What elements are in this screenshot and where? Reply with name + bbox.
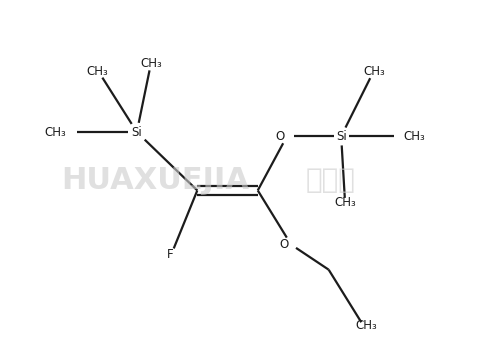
Text: Si: Si — [336, 130, 347, 143]
Text: HUAXUEJIA: HUAXUEJIA — [62, 166, 250, 194]
Text: CH₃: CH₃ — [141, 57, 163, 70]
Text: 化学加: 化学加 — [305, 166, 355, 194]
Text: CH₃: CH₃ — [87, 65, 108, 78]
Text: CH₃: CH₃ — [335, 196, 356, 209]
Text: CH₃: CH₃ — [404, 130, 425, 143]
Text: CH₃: CH₃ — [364, 65, 385, 78]
Text: CH₃: CH₃ — [355, 319, 377, 332]
Text: Si: Si — [131, 126, 142, 139]
Text: O: O — [276, 130, 285, 143]
Text: F: F — [167, 248, 174, 261]
Text: O: O — [280, 238, 289, 251]
Text: CH₃: CH₃ — [44, 126, 66, 139]
